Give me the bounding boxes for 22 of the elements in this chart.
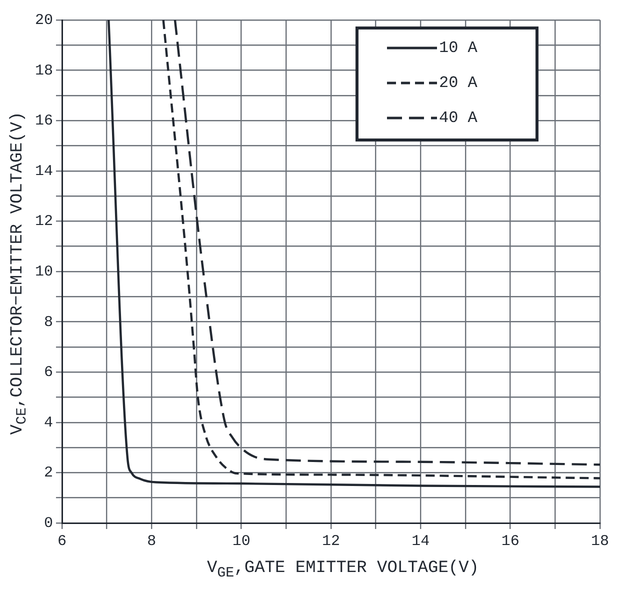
y-tick-label: 16 xyxy=(34,112,54,130)
x-tick-label: 18 xyxy=(590,532,610,550)
x-tick-label: 16 xyxy=(501,532,520,550)
x-tick-label: 8 xyxy=(147,532,156,550)
y-tick-label: 12 xyxy=(34,213,54,230)
x-axis-title: V$_{GE}$,GATE EMITTER VOLTAGE(V) xyxy=(206,559,480,582)
y-tick-label: 18 xyxy=(34,62,54,80)
y-tick-label: 0 xyxy=(44,514,54,532)
y-tick-label: 20 xyxy=(34,12,54,29)
x-tick-label: 10 xyxy=(232,532,250,550)
y-tick-label: 14 xyxy=(34,162,54,180)
x-tick-label: 14 xyxy=(412,532,430,550)
x-tick-label: 6 xyxy=(57,532,67,550)
y-tick-label: 8 xyxy=(44,314,54,331)
x-tick-label: 12 xyxy=(322,532,340,550)
legend-label: 10 A xyxy=(439,39,478,58)
y-tick-label: 6 xyxy=(44,364,54,382)
y-tick-label: 10 xyxy=(34,263,54,280)
y-tick-label: 2 xyxy=(44,464,54,482)
legend-label: 40 A xyxy=(439,109,478,128)
y-tick-label: 4 xyxy=(44,414,54,432)
legend-label: 20 A xyxy=(439,74,478,92)
